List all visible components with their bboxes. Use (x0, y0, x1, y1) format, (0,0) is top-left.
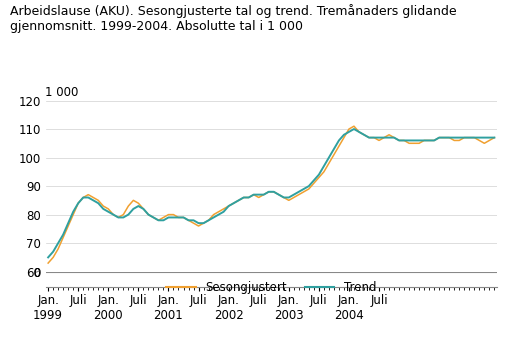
Sesongjustert (421, 138, 427, 143)
Sesongjustert (476, 138, 482, 143)
Trend (476, 135, 482, 140)
Trend (361, 132, 367, 137)
Legend: Sesongjustert, Trend: Sesongjustert, Trend (162, 276, 381, 298)
Trend (180, 215, 187, 220)
Text: Arbeidslause (AKU). Sesongjusterte tal og trend. Tremånaders glidande
gjennomsni: Arbeidslause (AKU). Sesongjusterte tal o… (10, 4, 457, 33)
Text: 1 000: 1 000 (45, 86, 79, 99)
Trend (45, 255, 51, 260)
Sesongjustert (351, 124, 357, 128)
Sesongjustert (361, 132, 367, 137)
Sesongjustert (180, 215, 187, 220)
Line: Trend: Trend (48, 129, 494, 257)
Trend (431, 138, 437, 143)
Line: Sesongjustert: Sesongjustert (48, 126, 494, 263)
Trend (105, 210, 112, 214)
Trend (351, 127, 357, 131)
Sesongjustert (105, 207, 112, 211)
Sesongjustert (45, 261, 51, 265)
Sesongjustert (491, 135, 497, 140)
Trend (491, 135, 497, 140)
Trend (421, 138, 427, 143)
Sesongjustert (431, 138, 437, 143)
